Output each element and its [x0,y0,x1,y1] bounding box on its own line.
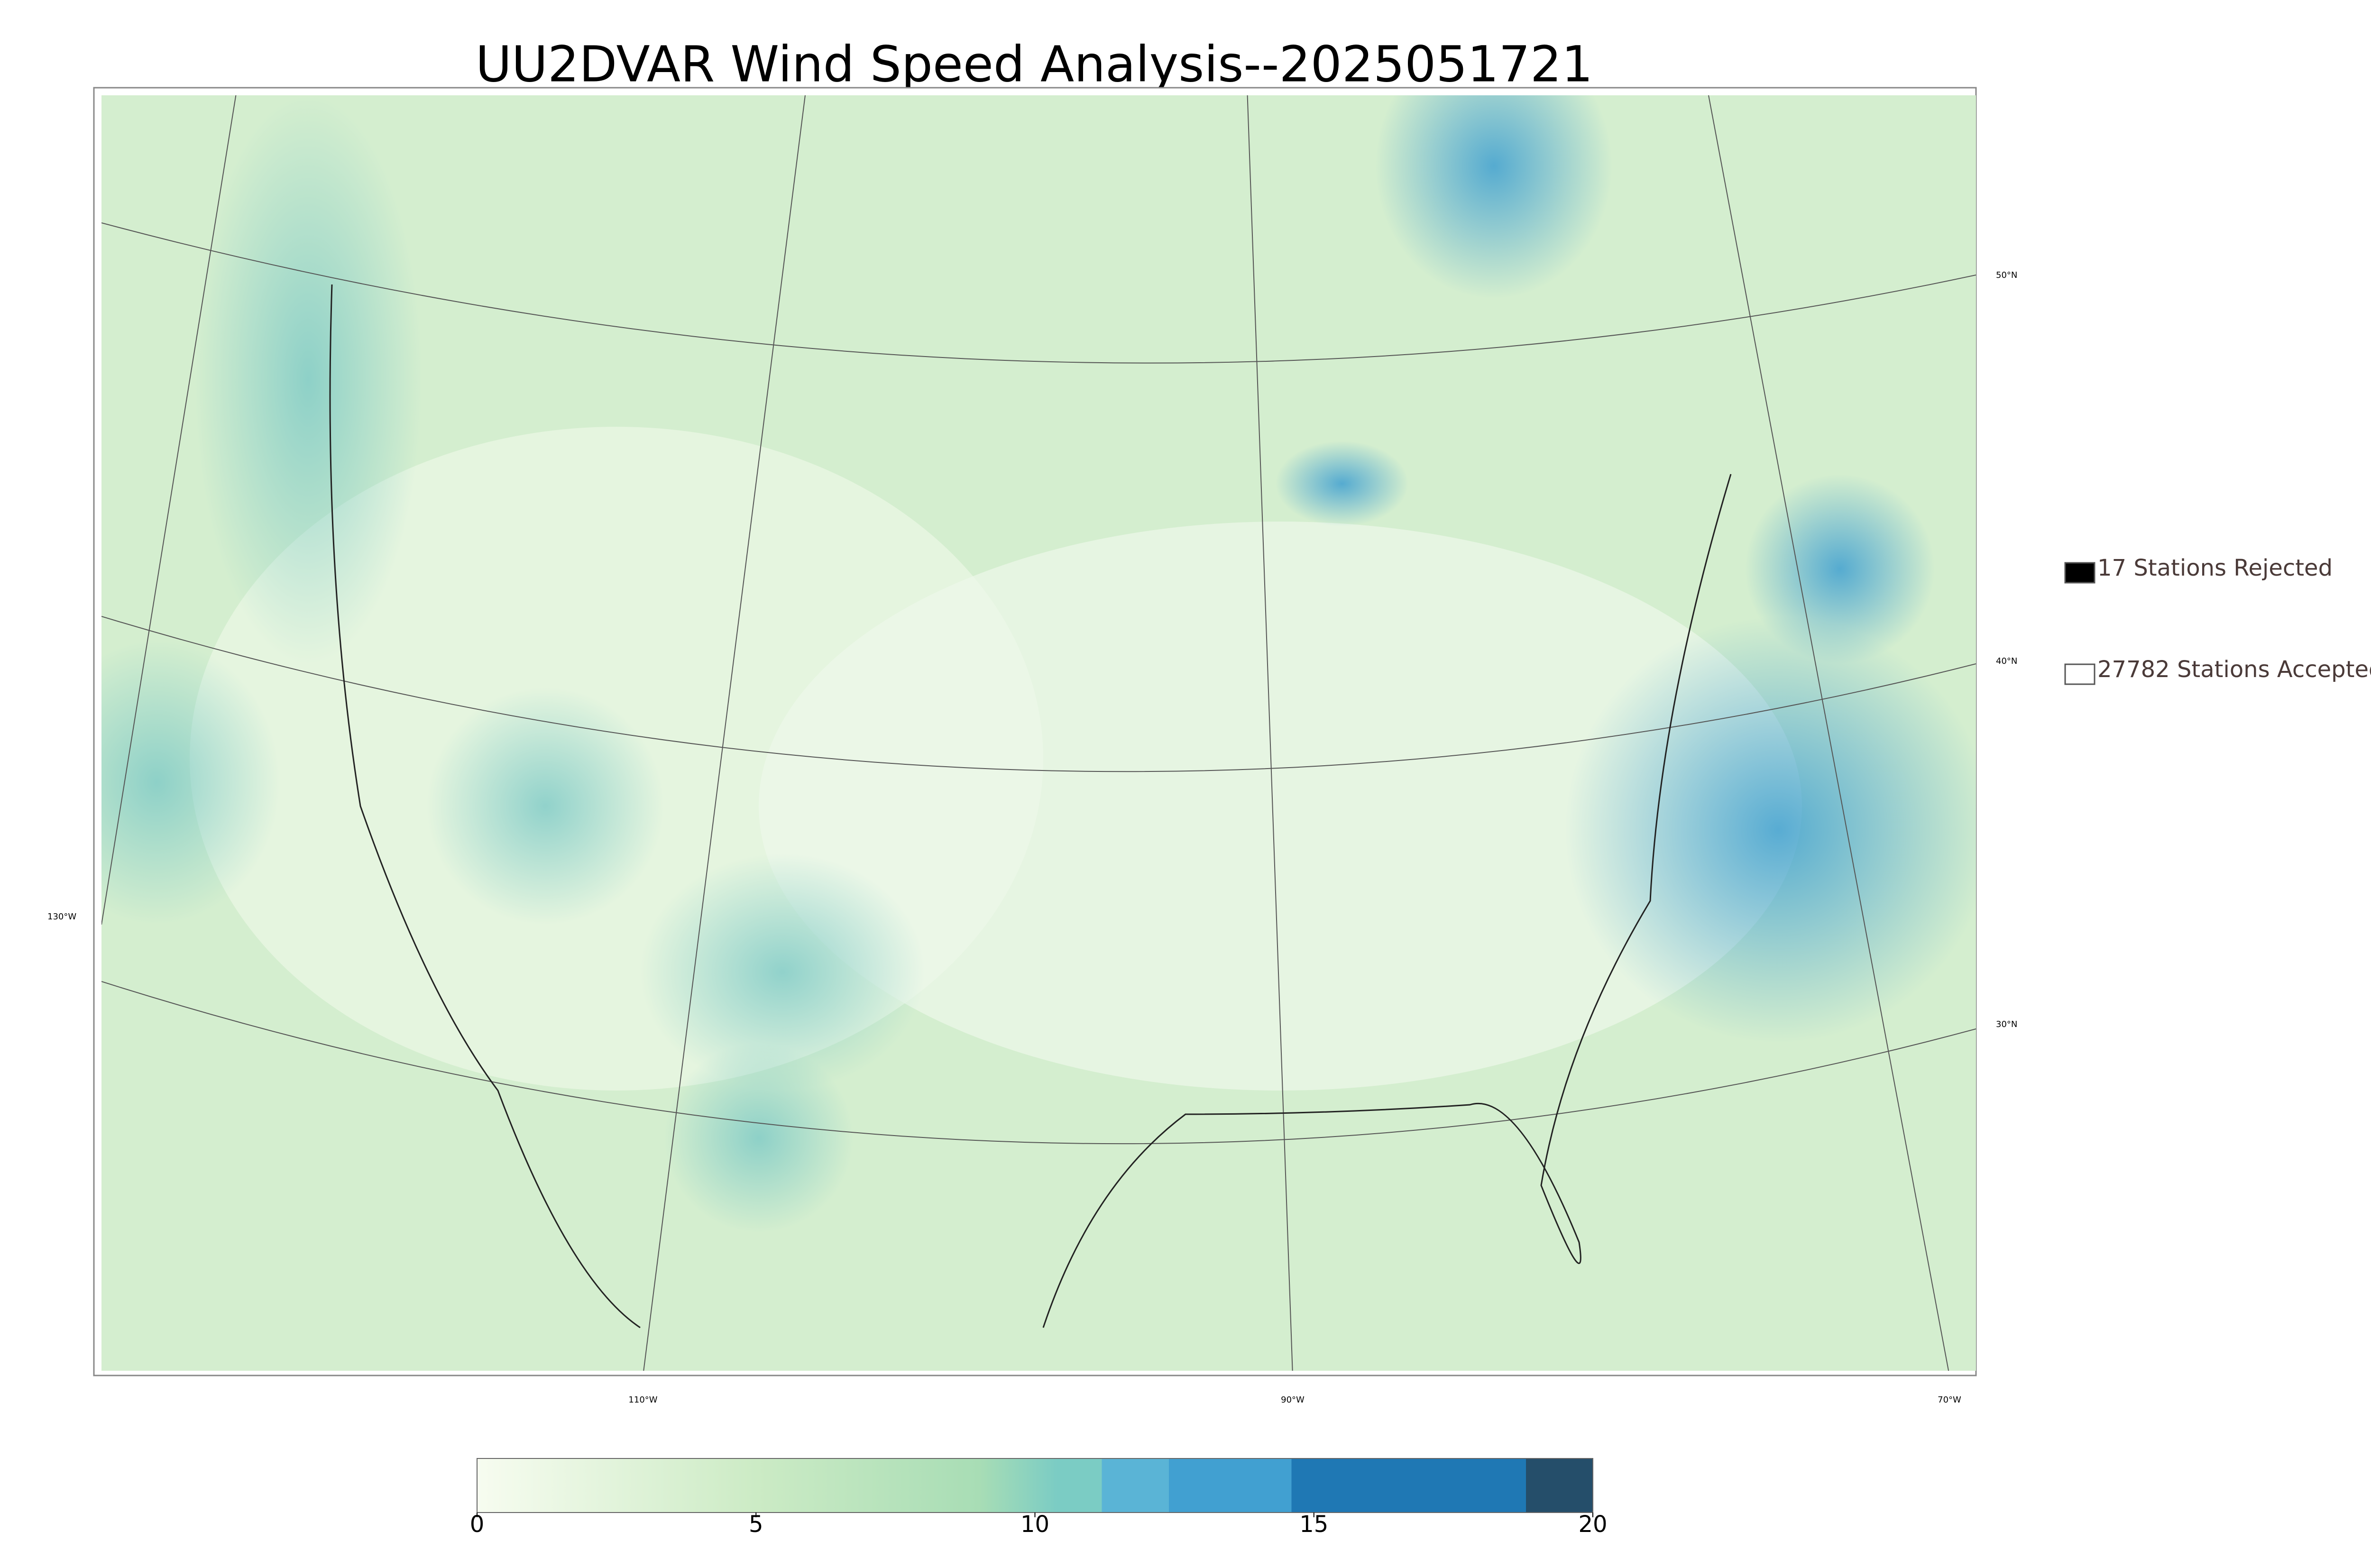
high-wind-area [1745,474,1935,664]
legend: 17 Stations Rejected 27782 Stations Accep… [2064,555,2371,685]
map [93,87,1977,1376]
legend-swatch [2064,663,2095,685]
longitude-label: 130°W [47,912,76,922]
legend-label: 27782 Stations Accepted [2097,656,2371,683]
legend-swatch [2064,562,2095,584]
high-wind-area [1276,441,1408,526]
colorbar-tick-label: 10 [1020,1511,1049,1538]
longitude-label: 70°W [1938,1395,1961,1405]
low-wind-area [759,522,1802,1091]
coastline [329,284,1732,1329]
longitude-label: 90°W [1281,1395,1305,1405]
title: UU2DVAR Wind Speed Analysis--2025051721 [476,35,1593,93]
colorbar-tick-label: 5 [749,1511,763,1538]
longitude-label: 110°W [628,1395,657,1405]
high-wind-area [1565,616,1976,1043]
colorbar-ticks: 0 5 10 15 20 [470,1511,1608,1538]
latitude-label: 40°N [1996,656,2017,666]
colorbar [477,1458,1593,1513]
latitude-label: 50°N [1996,270,2017,280]
colorbar-tick-label: 15 [1299,1511,1328,1538]
legend-label: 17 Stations Rejected [2097,555,2333,581]
high-wind-area [101,640,280,925]
high-wind-area [664,1043,854,1233]
colorbar-tick-label: 0 [470,1511,485,1538]
colorbar-tick-label: 20 [1578,1511,1607,1538]
high-wind-area [427,688,664,925]
high-wind-area [1375,95,1612,299]
high-wind-area [640,853,925,1091]
graticule [101,95,1976,1371]
high-wind-area [194,95,422,664]
latitude-label: 30°N [1996,1019,2017,1029]
